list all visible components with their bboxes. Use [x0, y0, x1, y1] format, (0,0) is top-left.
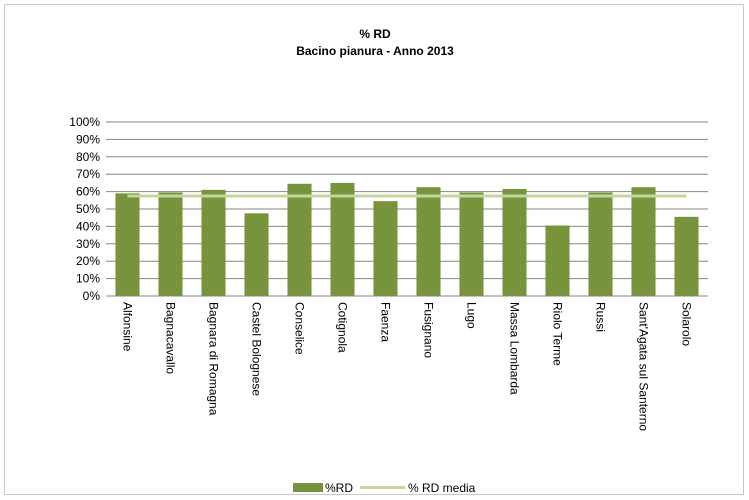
grid-layer — [106, 121, 708, 280]
x-category-label: Conselice — [293, 302, 307, 355]
bar — [416, 187, 441, 296]
x-axis-category-labels: Alfonsine Bagnacavallo Bagnara di Romagna C… — [121, 302, 694, 431]
y-tick-label: 60% — [76, 185, 100, 199]
legend: %RD % RD media — [293, 481, 476, 495]
bar — [287, 183, 312, 296]
legend-line-label: % RD media — [408, 481, 476, 495]
chart-subtitle: Bacino pianura - Anno 2013 — [296, 44, 454, 58]
legend-bar-label: %RD — [325, 481, 353, 495]
x-category-label: Bagnacavallo — [164, 302, 178, 374]
chart-frame: % RD Bacino pianura - Anno 2013 0% 10% 20%… — [4, 4, 744, 495]
x-category-label: Cotignola — [336, 302, 350, 353]
bar — [330, 182, 355, 296]
x-category-label: Lugo — [465, 302, 479, 329]
y-tick-label: 100% — [69, 115, 100, 129]
y-tick-label: 70% — [76, 167, 100, 181]
bar — [201, 189, 226, 296]
bar — [115, 193, 140, 296]
bar — [244, 213, 269, 296]
y-tick-label: 80% — [76, 150, 100, 164]
x-category-label: Massa Lombarda — [508, 302, 522, 395]
y-tick-label: 20% — [76, 254, 100, 268]
x-category-label: Riolo Terme — [551, 302, 565, 366]
x-category-label: Sant'Agata sul Santerno — [637, 302, 651, 431]
y-tick-label: 50% — [76, 202, 100, 216]
x-category-label: Solarolo — [680, 302, 694, 346]
x-category-label: Alfonsine — [121, 302, 135, 352]
y-tick-label: 10% — [76, 272, 100, 286]
y-axis-ticks: 0% 10% 20% 30% 40% 50% 60% 70% 80% 90% 100% — [69, 115, 100, 303]
bar — [674, 216, 699, 296]
y-tick-label: 90% — [76, 132, 100, 146]
bar — [545, 225, 570, 296]
bar-series — [115, 182, 699, 296]
chart-svg: % RD Bacino pianura - Anno 2013 0% 10% 20%… — [69, 27, 708, 495]
bar — [502, 188, 527, 296]
legend-bar-swatch — [293, 483, 323, 492]
x-category-label: Castel Bolognese — [250, 302, 264, 396]
x-category-label: Russi — [594, 302, 608, 332]
bar — [158, 192, 183, 296]
y-tick-label: 0% — [83, 289, 101, 303]
y-tick-label: 30% — [76, 237, 100, 251]
y-tick-label: 40% — [76, 219, 100, 233]
x-category-label: Fusignano — [422, 302, 436, 358]
x-category-label: Bagnara di Romagna — [207, 302, 221, 416]
x-category-label: Faenza — [379, 302, 393, 342]
bar — [631, 187, 656, 296]
bar — [588, 192, 613, 296]
chart-title: % RD — [359, 27, 391, 41]
bar — [373, 201, 398, 296]
bar — [459, 192, 484, 296]
